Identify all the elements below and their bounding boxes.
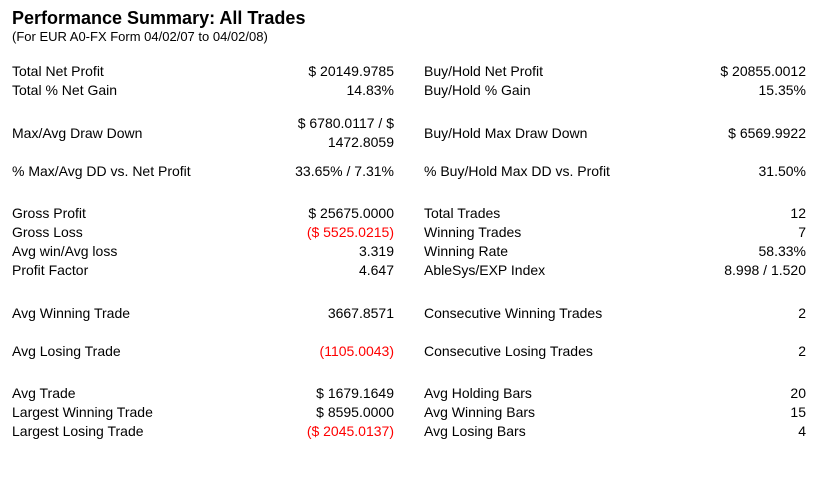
metric-value: 3667.8571	[212, 304, 394, 323]
left-g1: Total Net Profit$ 20149.9785Total % Net …	[12, 62, 394, 100]
metric-label: % Max/Avg DD vs. Net Profit	[12, 162, 212, 181]
metric-label: Buy/Hold Net Profit	[424, 62, 624, 81]
left-g4: Avg Winning Trade3667.8571Avg Losing Tra…	[12, 294, 394, 370]
metric-row: Avg Losing Bars4	[424, 422, 806, 441]
metric-label: Total Net Profit	[12, 62, 212, 81]
metric-label: Avg Winning Trade	[12, 304, 212, 323]
metric-label: Avg Losing Trade	[12, 342, 212, 361]
metric-value: 7	[624, 223, 806, 242]
metric-row: Avg Winning Trade3667.8571	[12, 294, 394, 332]
metric-value: $ 1679.1649	[212, 384, 394, 403]
metric-row: Avg Winning Bars15	[424, 403, 806, 422]
metric-row: Consecutive Winning Trades2	[424, 294, 806, 332]
metric-value: 15.35%	[624, 81, 806, 100]
metric-row: % Buy/Hold Max DD vs. Profit31.50%	[424, 152, 806, 190]
metric-value: 31.50%	[624, 162, 806, 181]
metric-label: Avg Winning Bars	[424, 403, 624, 422]
metric-value: $ 20855.0012	[624, 62, 806, 81]
metric-label: Gross Profit	[12, 204, 212, 223]
metric-label: Gross Loss	[12, 223, 212, 242]
metric-label: Avg Losing Bars	[424, 422, 624, 441]
metric-value: (1105.0043)	[212, 342, 394, 361]
metric-value: 3.319	[212, 242, 394, 261]
metric-label: Avg win/Avg loss	[12, 242, 212, 261]
left-column: Total Net Profit$ 20149.9785Total % Net …	[12, 62, 394, 455]
metric-row: Max/Avg Draw Down$ 6780.0117 / $ 1472.80…	[12, 114, 394, 152]
metric-value: 8.998 / 1.520	[624, 261, 806, 280]
metric-label: Consecutive Losing Trades	[424, 342, 624, 361]
metric-value: 58.33%	[624, 242, 806, 261]
right-g3: Total Trades12Winning Trades7Winning Rat…	[424, 204, 806, 280]
metric-label: Avg Trade	[12, 384, 212, 403]
metric-label: Largest Losing Trade	[12, 422, 212, 441]
left-g3: Gross Profit$ 25675.0000Gross Loss($ 552…	[12, 204, 394, 280]
right-column: Buy/Hold Net Profit$ 20855.0012Buy/Hold …	[424, 62, 806, 455]
metric-value: 2	[624, 304, 806, 323]
metric-label: Buy/Hold % Gain	[424, 81, 624, 100]
metric-value: $ 8595.0000	[212, 403, 394, 422]
metric-value: $ 20149.9785	[212, 62, 394, 81]
summary-columns: Total Net Profit$ 20149.9785Total % Net …	[12, 62, 806, 455]
metric-row: Avg Holding Bars20	[424, 384, 806, 403]
metric-row: Gross Profit$ 25675.0000	[12, 204, 394, 223]
right-g4: Consecutive Winning Trades2Consecutive L…	[424, 294, 806, 370]
metric-value: ($ 2045.0137)	[212, 422, 394, 441]
metric-row: Buy/Hold % Gain15.35%	[424, 81, 806, 100]
metric-value: 4	[624, 422, 806, 441]
metric-label: Winning Rate	[424, 242, 624, 261]
metric-label: Winning Trades	[424, 223, 624, 242]
metric-label: Max/Avg Draw Down	[12, 124, 212, 143]
metric-row: Total Net Profit$ 20149.9785	[12, 62, 394, 81]
metric-label: Consecutive Winning Trades	[424, 304, 624, 323]
metric-value: $ 6780.0117 / $ 1472.8059	[212, 114, 394, 152]
metric-label: AbleSys/EXP Index	[424, 261, 624, 280]
metric-row: Buy/Hold Net Profit$ 20855.0012	[424, 62, 806, 81]
metric-row: Largest Winning Trade$ 8595.0000	[12, 403, 394, 422]
metric-row: Largest Losing Trade($ 2045.0137)	[12, 422, 394, 441]
metric-row: Profit Factor4.647	[12, 261, 394, 280]
metric-value: $ 25675.0000	[212, 204, 394, 223]
metric-value: 4.647	[212, 261, 394, 280]
page-title: Performance Summary: All Trades	[12, 8, 806, 29]
metric-row: Buy/Hold Max Draw Down$ 6569.9922	[424, 114, 806, 152]
metric-value: 14.83%	[212, 81, 394, 100]
metric-value: 20	[624, 384, 806, 403]
metric-value: $ 6569.9922	[624, 124, 806, 143]
right-g1: Buy/Hold Net Profit$ 20855.0012Buy/Hold …	[424, 62, 806, 100]
metric-label: Total Trades	[424, 204, 624, 223]
metric-label: Profit Factor	[12, 261, 212, 280]
metric-label: % Buy/Hold Max DD vs. Profit	[424, 162, 624, 181]
left-g5: Avg Trade$ 1679.1649Largest Winning Trad…	[12, 384, 394, 441]
metric-row: Gross Loss($ 5525.0215)	[12, 223, 394, 242]
metric-label: Buy/Hold Max Draw Down	[424, 124, 624, 143]
left-g2: Max/Avg Draw Down$ 6780.0117 / $ 1472.80…	[12, 114, 394, 190]
metric-row: Total Trades12	[424, 204, 806, 223]
metric-row: % Max/Avg DD vs. Net Profit33.65% / 7.31…	[12, 152, 394, 190]
right-g2: Buy/Hold Max Draw Down$ 6569.9922% Buy/H…	[424, 114, 806, 190]
metric-row: Avg Losing Trade(1105.0043)	[12, 332, 394, 370]
metric-row: Winning Rate58.33%	[424, 242, 806, 261]
metric-label: Largest Winning Trade	[12, 403, 212, 422]
metric-row: Winning Trades7	[424, 223, 806, 242]
metric-row: Avg win/Avg loss3.319	[12, 242, 394, 261]
metric-row: Total % Net Gain14.83%	[12, 81, 394, 100]
metric-row: Avg Trade$ 1679.1649	[12, 384, 394, 403]
metric-label: Total % Net Gain	[12, 81, 212, 100]
metric-value: 33.65% / 7.31%	[212, 162, 394, 181]
page-subtitle: (For EUR A0-FX Form 04/02/07 to 04/02/08…	[12, 29, 806, 44]
metric-value: ($ 5525.0215)	[212, 223, 394, 242]
metric-value: 12	[624, 204, 806, 223]
metric-row: Consecutive Losing Trades2	[424, 332, 806, 370]
metric-label: Avg Holding Bars	[424, 384, 624, 403]
metric-value: 2	[624, 342, 806, 361]
metric-row: AbleSys/EXP Index8.998 / 1.520	[424, 261, 806, 280]
right-g5: Avg Holding Bars20Avg Winning Bars15Avg …	[424, 384, 806, 441]
metric-value: 15	[624, 403, 806, 422]
